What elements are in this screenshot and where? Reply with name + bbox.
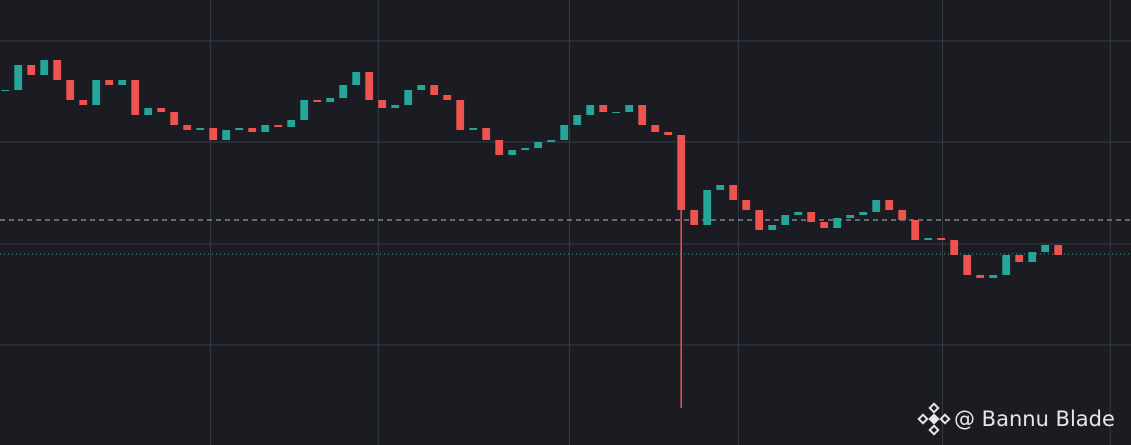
watermark-text: @ Bannu Blade [954,407,1115,431]
candle-body [768,225,777,230]
watermark: @ Bannu Blade [917,402,1115,436]
candle-body [638,105,647,125]
candle-body [222,130,231,140]
candle-body [261,125,270,132]
candle-body [794,212,803,215]
candle-body [339,85,348,98]
candle-body [651,125,660,132]
candle-body [716,185,725,190]
candle-body [469,128,478,130]
candle-body [872,200,881,212]
candle-body [586,105,595,115]
candle-body [1002,255,1011,275]
candle-body [1041,245,1050,252]
candle-body [573,115,582,125]
candle-body [378,100,387,108]
candle-body [859,212,868,215]
candle-body [53,60,62,80]
candle-body [989,275,998,278]
candle-body [1,90,10,91]
candle-body [755,210,764,230]
candle-body [313,100,322,102]
candle-body [131,80,140,115]
candle-body [326,98,335,102]
candle-body [443,95,452,100]
candle-body [66,80,75,100]
candle-body [898,210,907,220]
candle-body [560,125,569,140]
candle-body [391,105,400,108]
candle-body [833,218,842,228]
candle-body [118,80,127,85]
candle-body [196,128,205,130]
candle-body [27,65,36,75]
candle-body [14,65,23,90]
candle-body [495,140,504,155]
candle-body [521,148,530,150]
candle-body [430,85,439,95]
candle-body [105,80,114,85]
candle-body [781,215,790,225]
candle-body [417,85,426,90]
candle-body [352,72,361,85]
candle-body [157,108,166,112]
candle-body [703,190,712,225]
candle-body [300,100,309,120]
candle-body [690,210,699,225]
candle-body [248,128,257,132]
candle-body [144,108,153,115]
candle-body [404,90,413,105]
candle-body [287,120,296,127]
candle-body [599,105,608,112]
candle-body [1015,255,1024,262]
candles [1,60,1063,408]
candle-body [79,100,88,105]
candle-body [235,128,244,130]
candle-body [820,222,829,228]
candle-body [482,128,491,140]
candle-body [729,185,738,200]
candle-body [92,80,101,105]
candle-body [664,132,673,135]
candle-body [625,105,634,112]
candle-body [963,255,972,275]
candle-body [456,100,465,130]
candle-body [950,240,959,255]
candle-body [976,275,985,278]
candle-body [742,200,751,210]
candle-body [365,72,374,100]
candle-body [209,128,218,140]
candle-body [612,112,621,113]
candle-body [508,150,517,155]
candle-body [1028,252,1037,262]
candle-body [534,142,543,148]
candle-body [274,125,283,127]
candle-body [40,60,49,75]
candle-body [1054,245,1063,255]
candle-body [937,238,946,240]
candle-body [846,215,855,218]
candle-body [170,112,179,125]
candle-body [183,125,192,130]
candle-body [924,238,933,240]
candle-body [677,135,686,210]
candle-body [807,212,816,222]
candle-body [885,200,894,210]
candle-body [911,220,920,240]
candle-body [547,140,556,142]
